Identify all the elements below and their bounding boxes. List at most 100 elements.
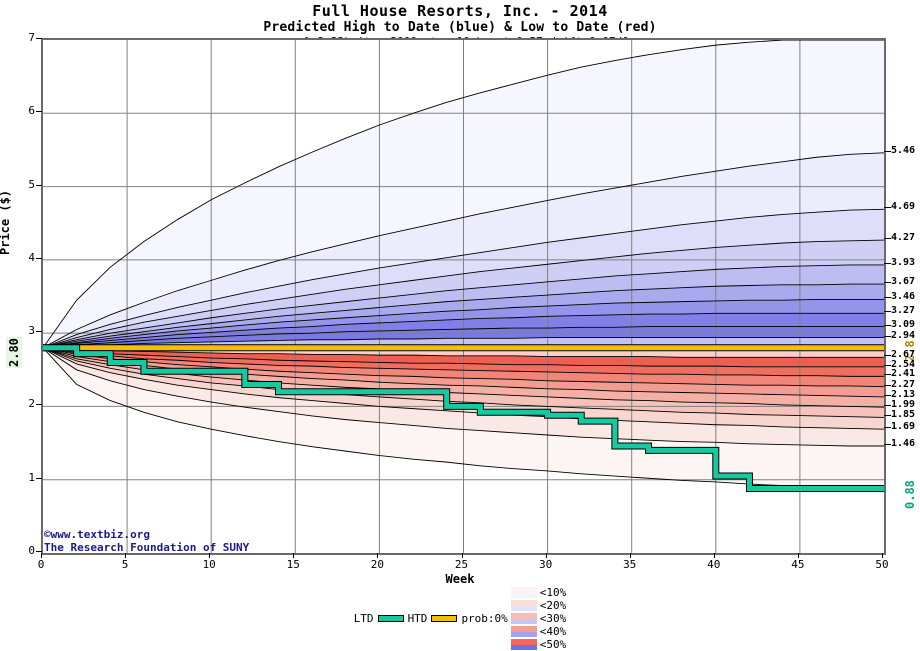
y-tick-5 bbox=[36, 184, 42, 186]
right-band-label-3.67: 3.67 bbox=[891, 276, 916, 288]
band-outline-20 bbox=[43, 347, 884, 491]
band-outline-14 bbox=[43, 347, 884, 388]
y-tick-4 bbox=[36, 257, 42, 259]
right-band-tick-2.27 bbox=[884, 384, 891, 386]
x-tick-label-0: 0 bbox=[37, 558, 45, 571]
high-band-5 bbox=[43, 284, 884, 348]
band-outline-8 bbox=[43, 326, 884, 349]
band-outline-5 bbox=[43, 283, 884, 349]
x-tick-label-5: 5 bbox=[121, 558, 129, 571]
right-band-tick-1.99 bbox=[884, 405, 891, 407]
legend-item-band-3[interactable]: <40% bbox=[509, 625, 568, 638]
y-tick-label-2: 2 bbox=[28, 397, 35, 411]
y-tick-label-6: 6 bbox=[28, 104, 35, 118]
right-band-label-4.27: 4.27 bbox=[891, 232, 916, 244]
band-outline-4 bbox=[43, 264, 884, 349]
legend-htd-label: HTD bbox=[407, 612, 428, 625]
legend-band-label-2: <30% bbox=[539, 612, 567, 625]
y-tick-label-7: 7 bbox=[28, 31, 35, 44]
right-band-tick-3.27 bbox=[884, 311, 891, 313]
right-band-label-2.67: 2.67 bbox=[891, 349, 916, 361]
right-band-label-2.13: 2.13 bbox=[891, 388, 916, 400]
x-tick-label-20: 20 bbox=[370, 558, 385, 571]
x-tick-label-45: 45 bbox=[791, 558, 805, 571]
band-outline-19 bbox=[43, 347, 884, 447]
legend-item-band-2[interactable]: <30% bbox=[509, 612, 568, 625]
right-band-tick-1.46 bbox=[884, 444, 891, 445]
legend-item-band-1[interactable]: <20% bbox=[509, 599, 568, 612]
right-band-label-2.94: 2.94 bbox=[891, 329, 916, 341]
legend-item-band-4[interactable]: <50% bbox=[509, 638, 568, 651]
right-band-tick-3.93 bbox=[884, 262, 891, 264]
y-tick-6 bbox=[36, 111, 42, 113]
low-band-6 bbox=[43, 347, 884, 387]
right-band-label-2.27: 2.27 bbox=[891, 378, 916, 390]
band-outline-9 bbox=[43, 337, 884, 349]
right-band-tick-1.69 bbox=[884, 427, 891, 429]
band-outline-3 bbox=[43, 239, 884, 349]
chart-subtitle: Predicted High to Date (blue) & Low to D… bbox=[263, 20, 657, 35]
ltd-line bbox=[43, 345, 884, 492]
band-outline-7 bbox=[43, 312, 884, 349]
band-outline-11 bbox=[43, 347, 884, 358]
y-tick-label-0: 0 bbox=[28, 544, 35, 557]
x-tick-label-40: 40 bbox=[707, 558, 721, 571]
legend-band-swatch-2 bbox=[510, 613, 537, 624]
y-tick-label-4: 4 bbox=[28, 250, 35, 264]
chart-svg bbox=[43, 40, 884, 553]
x-tick-label-50: 50 bbox=[875, 558, 889, 571]
legend-ltd-swatch bbox=[377, 615, 404, 622]
legend: LTD HTD prob:0% <10% <20% <30% <40% <50% bbox=[0, 586, 920, 651]
y-tick-0 bbox=[36, 551, 42, 552]
right-band-label-2.54: 2.54 bbox=[891, 358, 916, 370]
right-band-tick-3.46 bbox=[884, 297, 891, 299]
band-outline-1 bbox=[43, 152, 884, 349]
x-tick-20 bbox=[377, 553, 379, 558]
y-tick-7 bbox=[36, 38, 42, 39]
legend-item-ltd[interactable]: LTD bbox=[353, 612, 407, 625]
high-band-7 bbox=[43, 313, 884, 348]
low-band-0 bbox=[43, 347, 884, 490]
right-band-tick-2.94 bbox=[884, 335, 891, 337]
high-band-4 bbox=[43, 264, 884, 348]
right-band-tick-3.67 bbox=[884, 282, 891, 284]
legend-band-label-1: <20% bbox=[539, 599, 567, 612]
low-band-7 bbox=[43, 347, 884, 377]
right-band-label-3.27: 3.27 bbox=[891, 305, 916, 317]
right-band-label-2.41: 2.41 bbox=[891, 368, 916, 380]
legend-band-swatch-0 bbox=[510, 587, 537, 598]
band-outline-2 bbox=[43, 208, 884, 349]
legend-band-swatch-3 bbox=[510, 626, 537, 637]
right-band-tick-4.69 bbox=[884, 207, 891, 209]
legend-band-label-3: <40% bbox=[539, 625, 567, 638]
right-band-label-1.46: 1.46 bbox=[891, 438, 916, 449]
right-band-tick-5.46 bbox=[884, 150, 891, 152]
credits-line-2: The Research Foundation of SUNY bbox=[44, 541, 250, 554]
y-tick-label-5: 5 bbox=[28, 177, 35, 191]
high-band-3 bbox=[43, 240, 884, 348]
right-band-tick-2.13 bbox=[884, 394, 891, 396]
x-tick-45 bbox=[797, 553, 799, 558]
legend-band-items: <10% <20% <30% <40% <50% bbox=[509, 586, 568, 651]
x-tick-5 bbox=[125, 553, 127, 558]
x-tick-40 bbox=[713, 553, 715, 558]
legend-item-band-0[interactable]: <10% bbox=[509, 586, 568, 599]
right-band-label-1.85: 1.85 bbox=[891, 409, 916, 421]
y-tick-2 bbox=[36, 404, 42, 406]
high-band-6 bbox=[43, 299, 884, 348]
legend-band-swatch-1 bbox=[510, 600, 537, 611]
y-tick-label-1: 1 bbox=[28, 470, 35, 484]
right-band-tick-2.67 bbox=[884, 355, 891, 357]
legend-htd-swatch bbox=[431, 615, 458, 622]
x-tick-label-30: 30 bbox=[538, 558, 553, 571]
band-outline-18 bbox=[43, 347, 884, 430]
legend-band-label-0: <10% bbox=[539, 586, 567, 599]
x-tick-50 bbox=[882, 553, 883, 558]
x-axis-title: Week bbox=[445, 572, 475, 586]
right-band-label-1.99: 1.99 bbox=[891, 399, 916, 411]
legend-item-htd[interactable]: HTD bbox=[407, 612, 461, 625]
x-tick-label-15: 15 bbox=[286, 558, 300, 571]
legend-band-swatch-4 bbox=[510, 639, 537, 650]
x-tick-35 bbox=[629, 553, 631, 558]
legend-ltd-label: LTD bbox=[353, 612, 374, 625]
